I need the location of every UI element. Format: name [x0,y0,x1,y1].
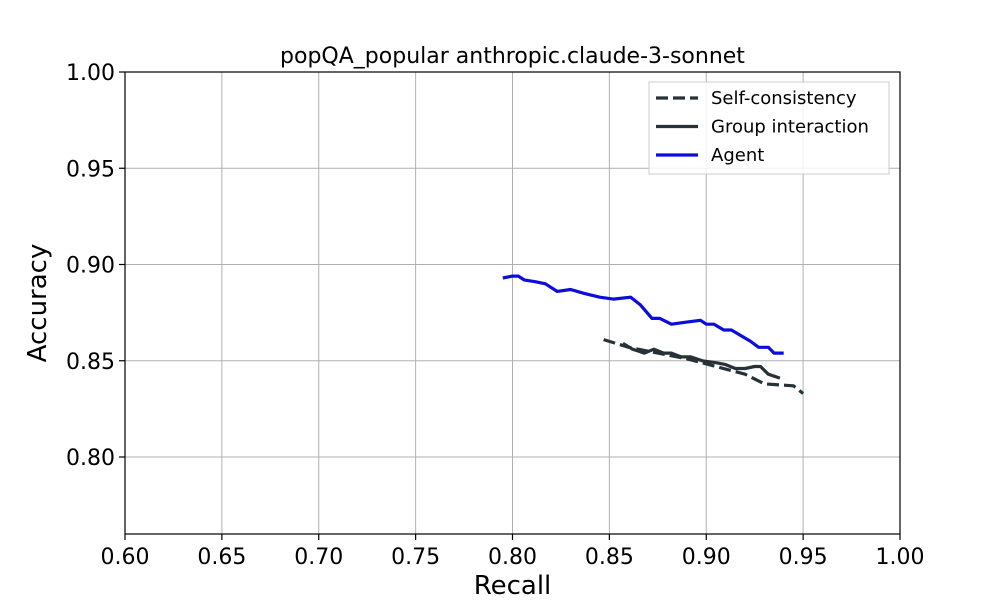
y-tick-label: 0.90 [66,254,115,279]
y-tick-label: 0.80 [66,446,115,471]
x-tick-label: 0.60 [101,545,150,570]
legend-label-agent: Agent [711,145,764,166]
x-tick-label: 1.00 [876,545,925,570]
x-tick-label: 0.70 [294,545,343,570]
x-tick-label: 0.90 [682,545,731,570]
series-line-self-consistency [603,338,805,395]
y-tick-label: 1.00 [66,61,115,86]
legend: Self-consistency Group interaction Agent [648,81,890,175]
x-tick-label: 0.95 [779,545,828,570]
series-line-agent [502,274,784,355]
x-tick-label: 0.75 [391,545,440,570]
y-tick-label: 0.95 [66,157,115,182]
y-axis-label: Accuracy [23,244,53,363]
x-tick-label: 0.65 [197,545,246,570]
y-tick-label: 0.85 [66,350,115,375]
x-axis-label: Recall [474,571,552,600]
chart-title: popQA_popular anthropic.claude-3-sonnet [280,44,745,69]
ticks: 0.60 0.65 0.70 0.75 0.80 0.85 0.90 0.95 1.00 0.80… [66,61,924,570]
x-tick-label: 0.80 [488,545,537,570]
series-layer [502,274,805,395]
series-line-group-interaction [622,342,781,380]
legend-label-group-interaction: Group interaction [711,117,869,138]
legend-label-self-consistency: Self-consistency [711,88,857,109]
x-tick-label: 0.85 [585,545,634,570]
